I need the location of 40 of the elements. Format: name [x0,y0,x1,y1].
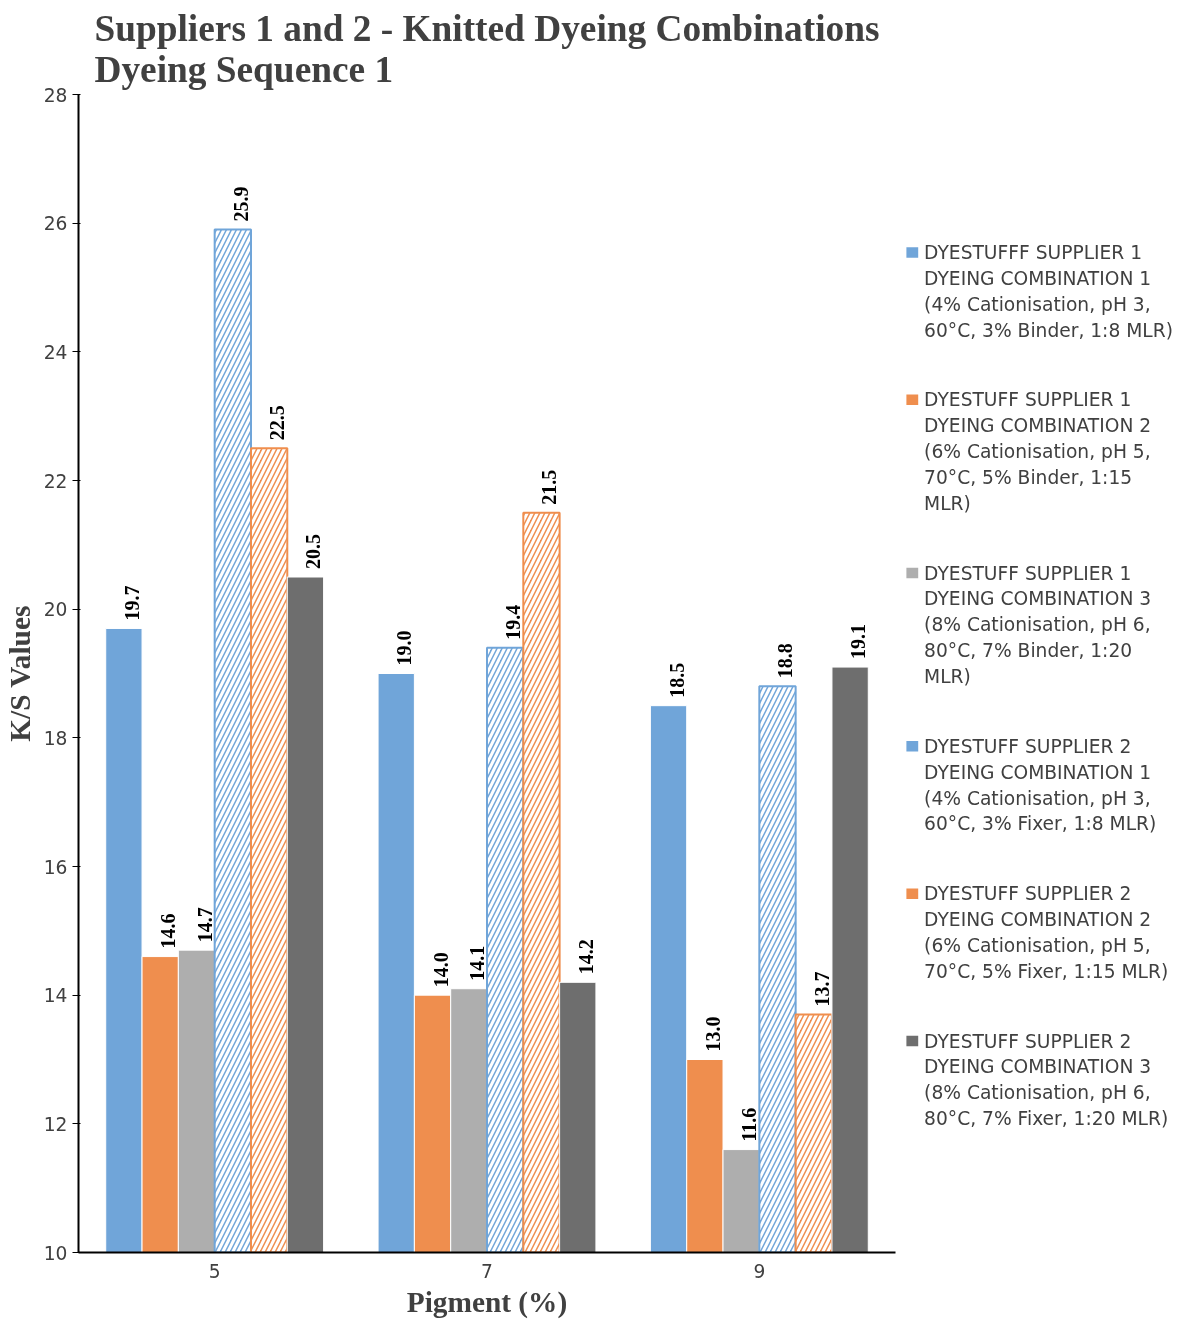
y-tick-label: 16 [43,856,68,878]
text: 14.1 [465,945,488,981]
text: 14.6 [157,913,180,949]
x-axis-title: Pigment (%) [406,1285,568,1319]
text: 20.5 [302,534,325,569]
legend-label: DYESTUFF SUPPLIER 1 DYEING COMBINATION 3 (8% Cationisation, pH 6, 80°C, 7% Binder, 1:20 MLR) [924,562,1152,688]
text: 11.6 [738,1107,761,1142]
y-tick-label: 20 [43,599,68,621]
text: 25.9 [229,186,252,222]
y-tick-label: 18 [43,727,68,749]
x-tick-label: 9 [753,1260,766,1282]
chart-title: Suppliers 1 and 2 - Knitted Dyeing Combinations Dyeing Sequence 1 [94,7,880,90]
y-tick-label: 10 [43,1242,68,1264]
text: 22.5 [266,405,289,441]
legend-label: DYESTUFF SUPPLIER 2 DYEING COMBINATION 2 (6% Cationisation, pH 5, 70°C, 5% Fixer, 1:15 MLR) [924,883,1169,982]
x-tick-label: 5 [208,1260,221,1282]
legend-label: DYESTUFF SUPPLIER 1 DYEING COMBINATION 2 (6% Cationisation, pH 5, 70°C, 5% Binder, 1:15 MLR) [924,389,1152,514]
text: 14.7 [193,907,216,943]
text: 18.8 [774,643,797,679]
text: 18.5 [665,662,688,698]
x-tick-label: 7 [481,1260,493,1282]
text: 13.7 [810,971,833,1007]
text: 19.7 [120,585,143,621]
text: 14.2 [574,939,597,975]
legend-label: DYESTUFF SUPPLIER 2 DYEING COMBINATION 3 (8% Cationisation, pH 6, 80°C, 7% Fixer, 1:20 MLR) [924,1030,1169,1130]
y-tick-label: 24 [43,341,68,363]
text: 21.5 [538,469,561,505]
y-axis-title: K/S Values [3,605,36,742]
text: 14.0 [429,952,452,988]
y-tick-label: 12 [43,1113,68,1135]
y-tick-label: 28 [43,84,68,106]
legend-label: DYESTUFF SUPPLIER 2 DYEING COMBINATION 1 (4% Cationisation, pH 3, 60°C, 3% Fixer, 1:8 MLR) [924,735,1157,835]
text: 19.1 [847,624,870,660]
text: 13.0 [701,1016,724,1052]
text: 19.0 [393,630,416,666]
y-tick-label: 26 [43,213,68,235]
y-tick-label: 22 [43,470,68,492]
y-tick-label: 14 [43,985,68,1007]
text: 19.4 [502,604,525,640]
legend-label: DYESTUFFF SUPPLIER 1 DYEING COMBINATION 1 (4% Cationisation, pH 3, 60°C, 3% Binder, 1:8 MLR) [924,241,1173,341]
